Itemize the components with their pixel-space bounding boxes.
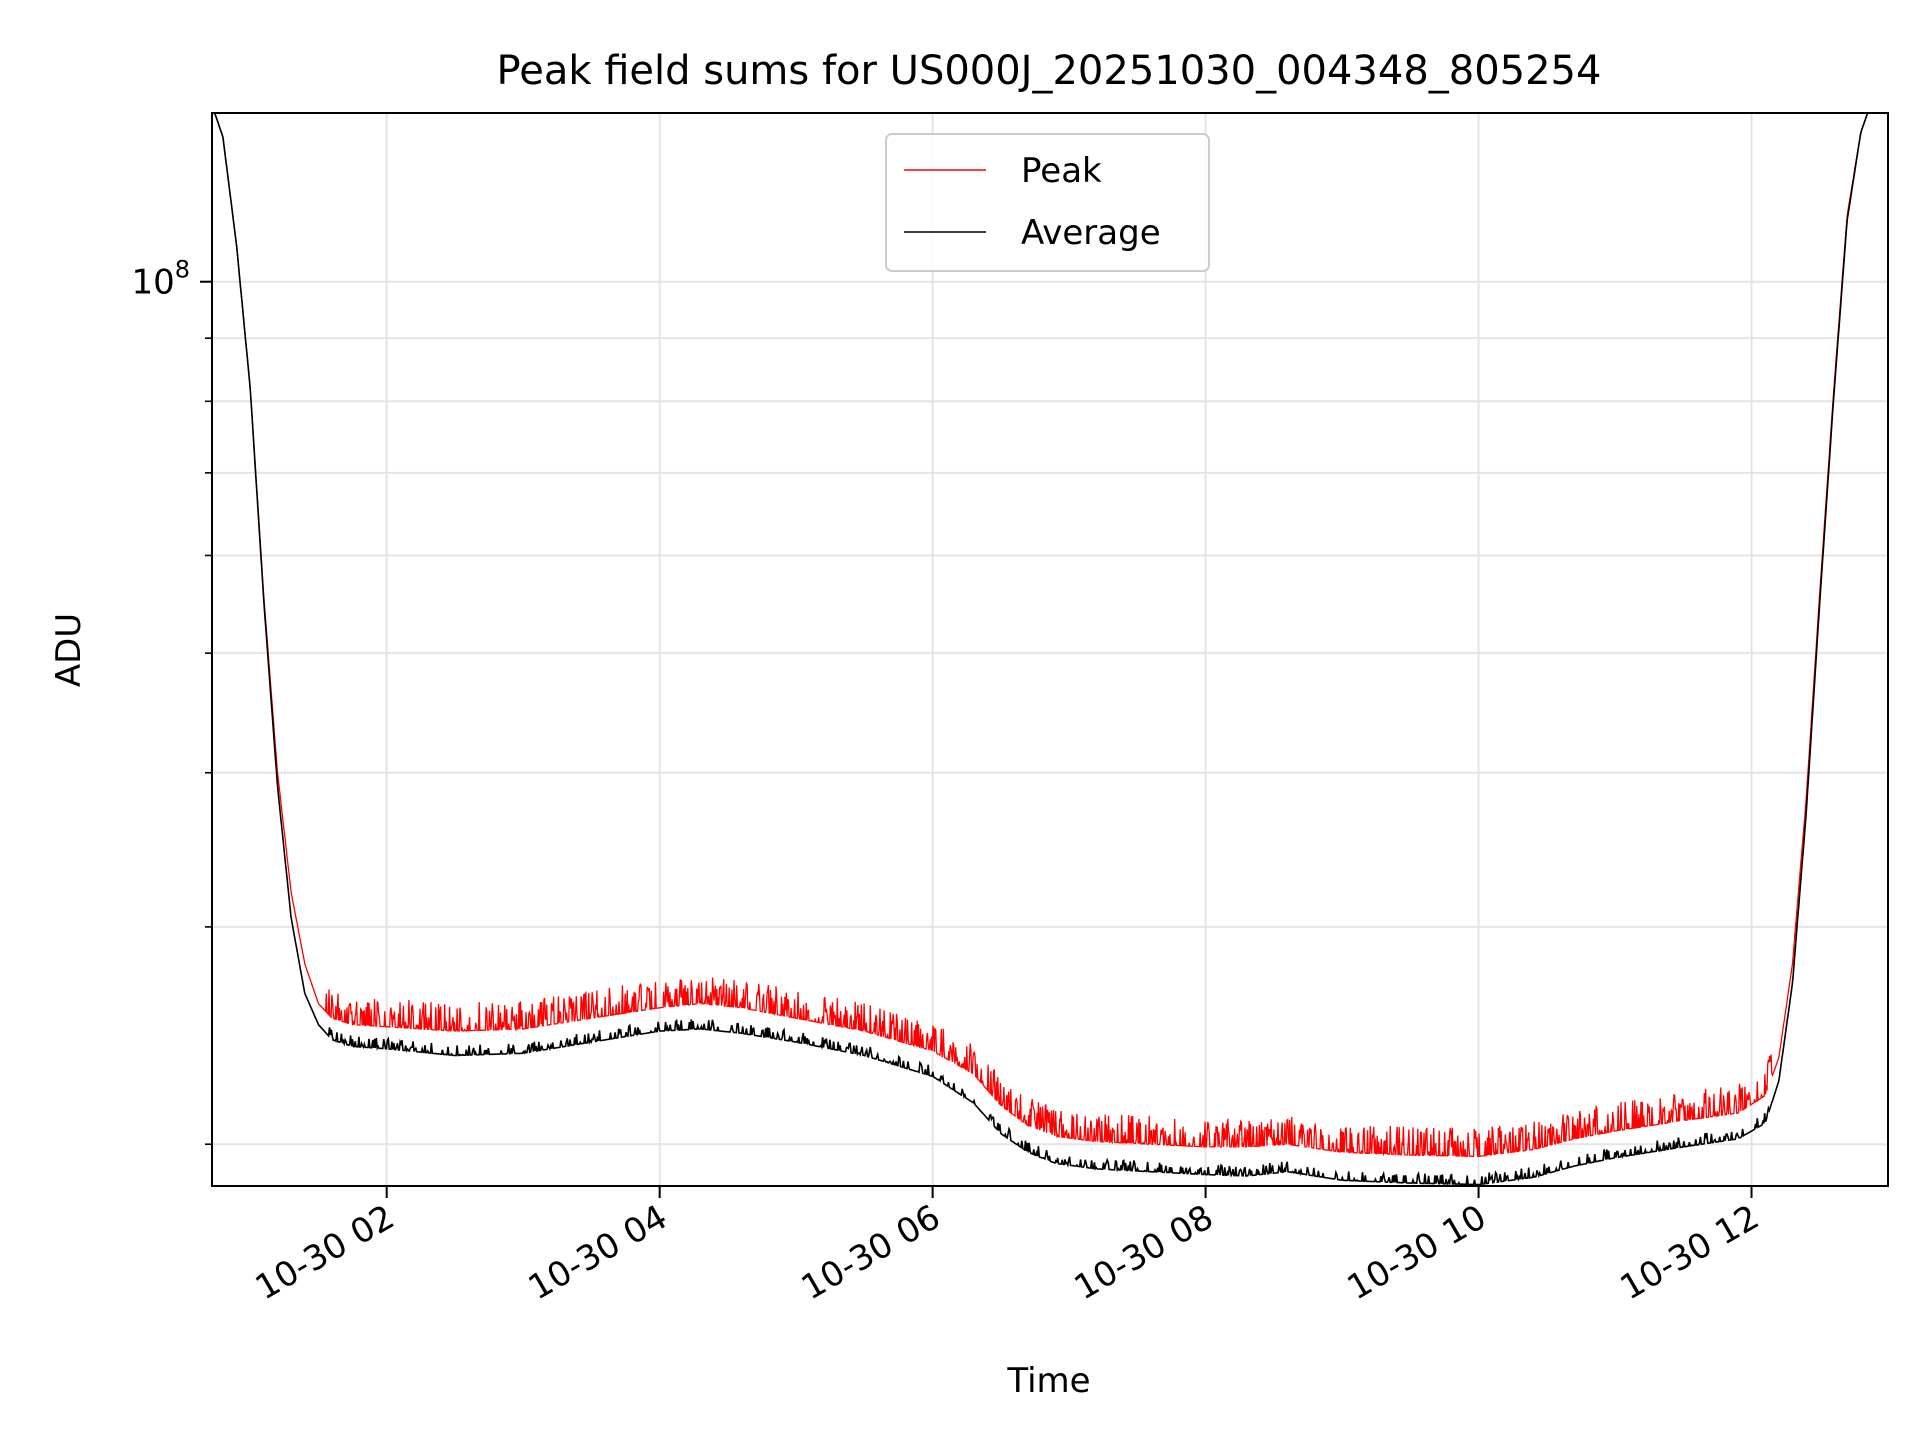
- legend-label-peak: Peak: [1021, 151, 1102, 191]
- series-layer: [213, 113, 1869, 1186]
- legend-label-average: Average: [1021, 213, 1161, 253]
- series-line-average: [213, 113, 1869, 1186]
- legend-box: [885, 133, 1210, 272]
- y-axis-label: ADU: [49, 613, 89, 687]
- plot-frame: [211, 112, 1889, 1187]
- legend: Peak Average: [885, 133, 1210, 272]
- x-axis-label: Time: [1006, 1361, 1090, 1401]
- chart-title: Peak field sums for US000J_20251030_0043…: [497, 48, 1602, 94]
- series-line-peak: [214, 113, 1869, 1158]
